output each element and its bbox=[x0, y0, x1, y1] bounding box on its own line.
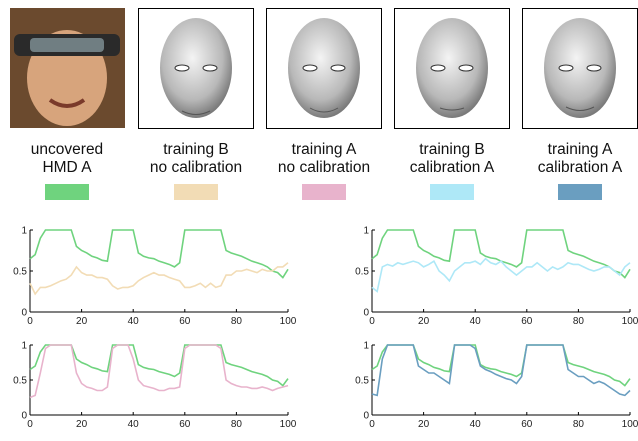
figure: uncoveredHMD Atraining Bno calibrationtr… bbox=[0, 0, 638, 441]
panel-label: no calibration bbox=[278, 159, 370, 176]
x-tick-label: 60 bbox=[179, 316, 191, 327]
legend-swatch bbox=[45, 184, 89, 200]
panel-label: no calibration bbox=[150, 159, 242, 176]
x-tick-label: 80 bbox=[573, 316, 585, 327]
x-tick-label: 20 bbox=[76, 419, 88, 430]
y-tick-label: 1 bbox=[363, 226, 369, 237]
x-tick-label: 100 bbox=[280, 419, 297, 430]
panel-label: training A bbox=[548, 141, 613, 158]
x-tick-label: 60 bbox=[521, 419, 533, 430]
x-tick-label: 80 bbox=[573, 419, 585, 430]
y-tick-label: 1 bbox=[363, 341, 369, 352]
x-tick-label: 40 bbox=[470, 316, 482, 327]
x-tick-label: 0 bbox=[27, 419, 33, 430]
x-tick-label: 60 bbox=[521, 316, 533, 327]
panel-label: training B bbox=[163, 141, 228, 158]
series-line bbox=[372, 345, 630, 386]
series-line bbox=[372, 259, 630, 292]
x-tick-label: 20 bbox=[418, 316, 430, 327]
x-tick-label: 40 bbox=[128, 419, 140, 430]
series-line bbox=[30, 345, 288, 386]
panel-label: calibration A bbox=[538, 159, 623, 176]
y-tick-label: 0.5 bbox=[13, 267, 27, 278]
legend-swatch bbox=[430, 184, 474, 200]
panel-label: training B bbox=[419, 141, 484, 158]
panel-label: calibration A bbox=[410, 159, 495, 176]
series-line bbox=[30, 263, 288, 294]
rendered-faces bbox=[139, 9, 638, 129]
legend-swatch bbox=[174, 184, 218, 200]
legend-swatch bbox=[558, 184, 602, 200]
panel-label: uncovered bbox=[31, 141, 103, 158]
x-tick-label: 80 bbox=[231, 419, 243, 430]
x-tick-label: 0 bbox=[369, 419, 375, 430]
x-tick-label: 0 bbox=[369, 316, 375, 327]
x-tick-label: 40 bbox=[470, 419, 482, 430]
y-tick-label: 1 bbox=[21, 226, 27, 237]
y-tick-label: 1 bbox=[21, 341, 27, 352]
panel-label: training A bbox=[292, 141, 357, 158]
panel-label: HMD A bbox=[42, 159, 92, 176]
y-tick-label: 0.5 bbox=[355, 267, 369, 278]
y-tick-label: 0.5 bbox=[355, 376, 369, 387]
x-tick-label: 80 bbox=[231, 316, 243, 327]
x-tick-label: 40 bbox=[128, 316, 140, 327]
x-tick-label: 100 bbox=[280, 316, 297, 327]
y-tick-label: 0.5 bbox=[13, 376, 27, 387]
x-tick-label: 20 bbox=[76, 316, 88, 327]
photo bbox=[10, 8, 125, 128]
x-tick-label: 20 bbox=[418, 419, 430, 430]
x-tick-label: 0 bbox=[27, 316, 33, 327]
x-tick-label: 100 bbox=[622, 316, 638, 327]
legend-swatch bbox=[302, 184, 346, 200]
x-tick-label: 100 bbox=[622, 419, 638, 430]
x-tick-label: 60 bbox=[179, 419, 191, 430]
